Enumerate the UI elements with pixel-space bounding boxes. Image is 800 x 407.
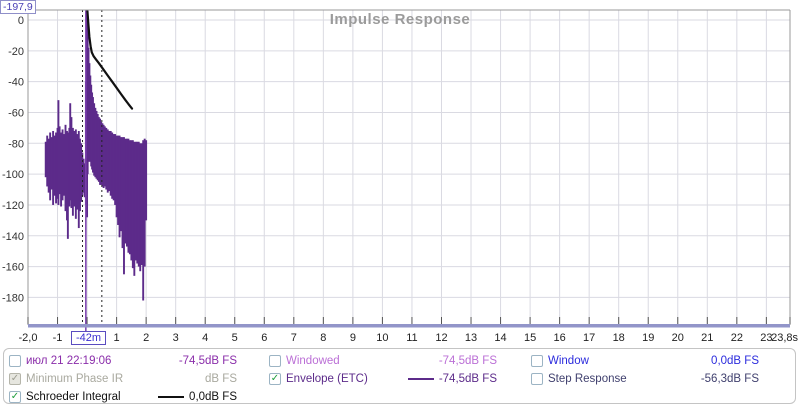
svg-text:22: 22: [731, 332, 743, 344]
legend-item-minimum-phase-ir: ✓ Minimum Phase IR dB FS: [9, 371, 237, 386]
svg-text:1: 1: [114, 332, 120, 344]
cursor-time-readout[interactable]: -42m: [71, 331, 107, 345]
windowed-checkbox[interactable]: [269, 354, 281, 367]
envelope-line-swatch: [407, 377, 434, 380]
svg-text:12: 12: [435, 332, 447, 344]
legend-label: Schroeder Integral: [26, 390, 121, 403]
legend-item-envelope-etc[interactable]: ✓ Envelope (ETC) -74,5dB FS: [269, 371, 497, 386]
legend-item-step-response[interactable]: Step Response -56,3dB FS: [531, 371, 759, 386]
window-checkbox[interactable]: [531, 354, 543, 367]
legend-label: Windowed: [286, 354, 340, 367]
legend-value: -74,5dB FS: [178, 354, 237, 367]
step-response-checkbox[interactable]: [531, 372, 543, 385]
svg-text:18: 18: [613, 332, 625, 344]
svg-text:-180: -180: [2, 292, 24, 304]
svg-text:-140: -140: [2, 231, 24, 243]
svg-text:-60: -60: [8, 107, 24, 119]
svg-text:2: 2: [143, 332, 149, 344]
svg-text:-100: -100: [2, 169, 24, 181]
schroeder-integral-checkbox[interactable]: ✓: [9, 390, 21, 403]
svg-text:-80: -80: [8, 138, 24, 150]
svg-text:11: 11: [406, 332, 417, 344]
svg-text:-2,0: -2,0: [19, 332, 38, 344]
envelope-etc-checkbox[interactable]: ✓: [269, 372, 281, 385]
svg-text:13: 13: [465, 332, 477, 344]
legend-value: 0,0dB FS: [189, 390, 237, 403]
svg-text:8: 8: [320, 332, 326, 344]
svg-text:15: 15: [524, 332, 536, 344]
legend-item-schroeder-integral[interactable]: ✓ Schroeder Integral 0,0dB FS: [9, 389, 237, 404]
minimum-phase-ir-checkbox: ✓: [9, 372, 21, 385]
legend-value: -74,5dB FS: [438, 354, 497, 367]
measurement-checkbox[interactable]: [9, 354, 21, 367]
plot-area[interactable]: -2,0 -1 1 2 3 4 5 6 7 8 9 10 11 12 13 14 15 16 17 18 19 20 21 2…: [0, 0, 800, 348]
svg-text:-160: -160: [2, 262, 24, 274]
svg-text:9: 9: [350, 332, 356, 344]
svg-text:-20: -20: [8, 46, 24, 58]
svg-text:10: 10: [376, 332, 388, 344]
svg-text:20: 20: [672, 332, 684, 344]
legend-value: dB FS: [205, 372, 237, 385]
legend-item-windowed[interactable]: Windowed -74,5dB FS: [269, 353, 497, 368]
svg-text:21: 21: [701, 332, 713, 344]
svg-text:-40: -40: [8, 77, 24, 89]
legend-label: Step Response: [548, 372, 627, 385]
legend-item-window[interactable]: Window 0,0dB FS: [531, 353, 759, 368]
svg-text:16: 16: [554, 332, 566, 344]
svg-text:3: 3: [173, 332, 179, 344]
schroeder-line-swatch: [158, 395, 185, 398]
svg-text:Impulse Response: Impulse Response: [330, 11, 471, 28]
svg-text:19: 19: [642, 332, 654, 344]
svg-text:0: 0: [18, 15, 24, 27]
svg-text:23: 23: [760, 332, 772, 344]
svg-text:7: 7: [291, 332, 297, 344]
legend-value: -56,3dB FS: [700, 372, 759, 385]
svg-text:-1: -1: [53, 332, 63, 344]
legend-value: 0,0dB FS: [711, 354, 759, 367]
svg-text:23,8s: 23,8s: [771, 332, 798, 344]
legend-label: Envelope (ETC): [286, 372, 368, 385]
svg-text:14: 14: [494, 332, 506, 344]
legend-label: Window: [548, 354, 589, 367]
legend-label: Minimum Phase IR: [26, 372, 124, 385]
impulse-response-chart: -2,0 -1 1 2 3 4 5 6 7 8 9 10 11 12 13 14 15 16 17 18 19 20 21 2…: [0, 0, 800, 348]
svg-text:6: 6: [261, 332, 267, 344]
y-axis-min-readout[interactable]: -197,9: [0, 0, 36, 14]
legend-value: -74,5dB FS: [438, 372, 497, 385]
svg-text:5: 5: [232, 332, 238, 344]
legend-item-measurement[interactable]: июл 21 22:19:06 -74,5dB FS: [9, 353, 237, 368]
legend-panel: июл 21 22:19:06 -74,5dB FS Windowed -74,…: [3, 348, 796, 404]
legend-label: июл 21 22:19:06: [26, 354, 112, 367]
svg-text:4: 4: [202, 332, 208, 344]
svg-text:17: 17: [583, 332, 595, 344]
svg-text:-120: -120: [2, 200, 24, 212]
